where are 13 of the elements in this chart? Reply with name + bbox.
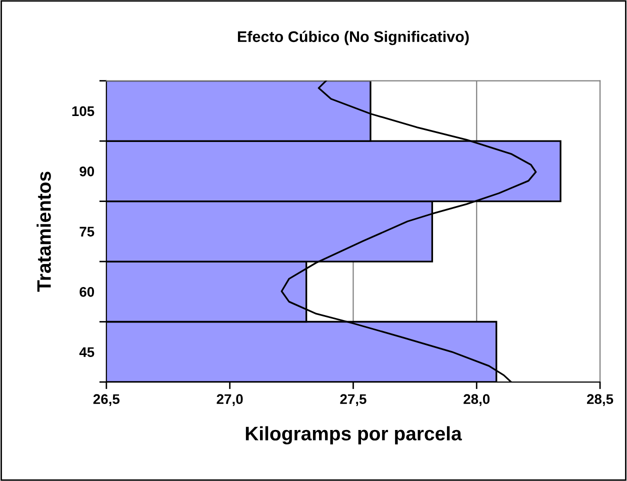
- y-tick-label: 75: [80, 226, 94, 237]
- x-tick-label: 27,5: [340, 394, 366, 406]
- y-tick-label: 60: [80, 286, 94, 297]
- x-tick-label: 26,5: [93, 394, 120, 406]
- y-tick-label: 90: [80, 166, 94, 176]
- y-axis-title: Tratamientos: [36, 172, 51, 292]
- y-tick-label: 45: [79, 347, 94, 358]
- y-tick-label: 105: [72, 106, 94, 116]
- chart-title: Efecto Cúbico (No Significativo): [238, 30, 469, 46]
- x-tick-label: 28,5: [587, 394, 614, 406]
- x-tick-label: 27,0: [216, 394, 243, 406]
- x-axis-title: Kilogramps por parcela: [246, 426, 462, 444]
- x-tick-label: 28,0: [464, 394, 490, 406]
